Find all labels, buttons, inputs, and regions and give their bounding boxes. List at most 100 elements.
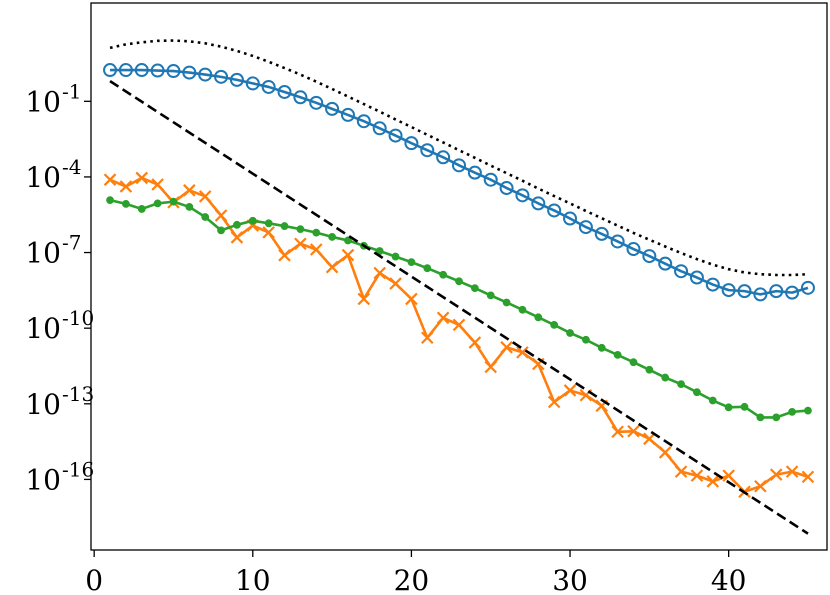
data-point-x bbox=[357, 292, 371, 306]
data-point-circle bbox=[737, 284, 752, 299]
data-point-dot bbox=[645, 365, 654, 374]
y-tick-exponent: -7 bbox=[62, 231, 81, 255]
y-tick-label: 10 bbox=[25, 312, 61, 345]
data-point-dot bbox=[185, 203, 194, 211]
data-point-circle bbox=[404, 136, 419, 151]
data-point-circle bbox=[531, 196, 546, 211]
data-point-x bbox=[801, 470, 815, 484]
data-point-circle bbox=[467, 165, 482, 180]
y-tick-label: 10 bbox=[25, 237, 61, 270]
data-point-dot bbox=[217, 226, 225, 235]
data-point-x bbox=[547, 395, 561, 409]
y-tick-exponent: -10 bbox=[62, 306, 94, 330]
data-point-dot bbox=[264, 219, 273, 228]
blue-circle-series bbox=[103, 63, 815, 302]
data-point-x bbox=[420, 331, 434, 345]
data-point-dot bbox=[137, 205, 146, 213]
data-point-dot bbox=[106, 196, 114, 205]
data-point-circle bbox=[642, 249, 657, 264]
data-point-x bbox=[151, 178, 164, 191]
data-point-circle bbox=[547, 203, 562, 218]
data-point-dot bbox=[534, 313, 543, 322]
x-tick-label: 10 bbox=[235, 564, 271, 595]
data-point-dot bbox=[566, 329, 574, 337]
data-point-circle bbox=[594, 226, 609, 241]
data-point-dot bbox=[296, 225, 305, 234]
y-tick-label: 10 bbox=[25, 463, 61, 496]
data-point-dot bbox=[233, 220, 241, 229]
data-point-dot bbox=[407, 258, 416, 267]
data-point-circle bbox=[658, 256, 673, 271]
data-point-circle bbox=[674, 264, 689, 279]
data-point-circle bbox=[261, 79, 276, 94]
data-point-dot bbox=[788, 407, 797, 416]
y-tick-exponent: -4 bbox=[62, 155, 81, 179]
data-point-dot bbox=[486, 291, 495, 300]
data-point-x bbox=[230, 231, 244, 244]
data-point-dot bbox=[169, 197, 178, 206]
series-layer bbox=[103, 39, 815, 535]
y-tick-exponent: -13 bbox=[62, 382, 94, 406]
data-point-dot bbox=[708, 396, 717, 405]
data-point-circle bbox=[515, 188, 530, 203]
data-point-x bbox=[405, 292, 418, 306]
y-tick-label: 10 bbox=[25, 388, 61, 421]
data-point-x bbox=[119, 180, 133, 193]
series-line bbox=[109, 39, 809, 277]
data-point-circle bbox=[626, 242, 641, 257]
data-point-x bbox=[341, 248, 355, 262]
data-point-circle bbox=[800, 280, 815, 295]
data-point-dot bbox=[677, 380, 685, 389]
y-tick-exponent: -16 bbox=[62, 457, 94, 481]
data-point-dot bbox=[153, 199, 162, 208]
data-point-circle bbox=[721, 283, 736, 298]
data-point-dot bbox=[502, 298, 511, 307]
y-tick-label: 10 bbox=[25, 85, 61, 118]
data-point-dot bbox=[201, 213, 210, 221]
data-point-x bbox=[373, 266, 386, 280]
data-point-dot bbox=[804, 406, 812, 415]
data-point-dot bbox=[518, 305, 527, 314]
data-point-dot bbox=[772, 413, 781, 422]
data-point-x bbox=[103, 173, 117, 186]
series-line bbox=[109, 198, 809, 419]
data-point-dot bbox=[328, 233, 337, 241]
green-dot-series bbox=[106, 196, 812, 422]
data-point-circle bbox=[388, 128, 403, 143]
data-point-x bbox=[309, 243, 323, 256]
data-point-x bbox=[754, 479, 767, 493]
data-point-x bbox=[563, 384, 577, 397]
data-point-x bbox=[627, 424, 640, 438]
data-point-x bbox=[611, 425, 624, 439]
black-dashed-reference-line bbox=[109, 80, 809, 535]
data-point-x bbox=[135, 171, 149, 185]
data-point-circle bbox=[134, 63, 149, 78]
data-point-x bbox=[722, 469, 735, 482]
data-point-circle bbox=[245, 76, 260, 91]
data-point-x bbox=[500, 341, 513, 354]
data-point-circle bbox=[578, 220, 593, 235]
x-axis: 0 10 20 30 40 bbox=[85, 550, 746, 595]
data-point-x bbox=[262, 226, 275, 239]
data-point-x bbox=[294, 237, 307, 251]
data-point-circle bbox=[309, 95, 324, 110]
y-tick-exponent: -1 bbox=[62, 79, 81, 103]
data-point-circle bbox=[753, 287, 768, 302]
data-point-dot bbox=[423, 264, 432, 273]
series-line bbox=[109, 80, 809, 535]
data-point-x bbox=[214, 209, 228, 222]
y-tick-label: 10 bbox=[25, 161, 61, 194]
data-point-circle bbox=[563, 211, 578, 226]
data-point-circle bbox=[229, 72, 244, 87]
orange-x-series bbox=[103, 171, 815, 499]
data-point-circle bbox=[785, 285, 800, 300]
data-point-circle bbox=[277, 84, 292, 99]
data-point-x bbox=[389, 277, 402, 290]
x-tick-label: 30 bbox=[552, 564, 588, 595]
data-point-x bbox=[436, 311, 450, 325]
data-point-dot bbox=[470, 284, 479, 292]
data-point-dot bbox=[344, 236, 352, 245]
data-point-circle bbox=[705, 277, 720, 292]
